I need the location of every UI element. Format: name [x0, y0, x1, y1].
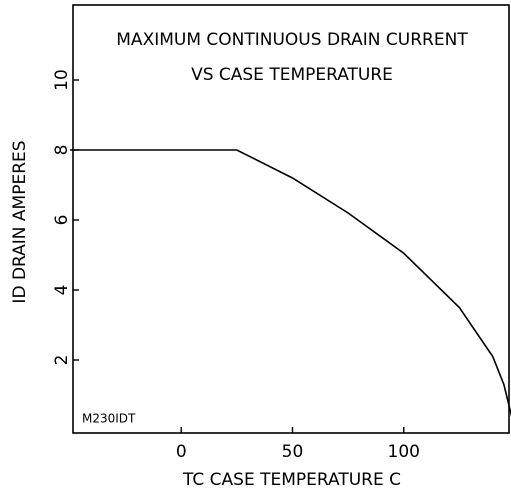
y-axis-label: ID DRAIN AMPERES — [10, 140, 30, 303]
x-tick-label: 50 — [282, 442, 304, 462]
x-tick-label: 0 — [176, 442, 187, 462]
x-tick-label: 100 — [388, 442, 420, 462]
y-tick-label: 2 — [52, 355, 72, 366]
chart-title: MAXIMUM CONTINUOUS DRAIN CURRENT — [116, 30, 468, 50]
y-tick-label: 10 — [52, 69, 72, 91]
line-series — [70, 149, 511, 418]
annotation: M230IDT — [82, 412, 136, 426]
y-tick-label: 6 — [52, 215, 72, 226]
chart-title: VS CASE TEMPERATURE — [191, 65, 393, 85]
y-tick-label: 8 — [52, 145, 72, 156]
plot-frame — [72, 4, 510, 434]
x-axis-label: TC CASE TEMPERATURE C — [182, 470, 401, 490]
y-tick-label: 4 — [52, 285, 72, 296]
